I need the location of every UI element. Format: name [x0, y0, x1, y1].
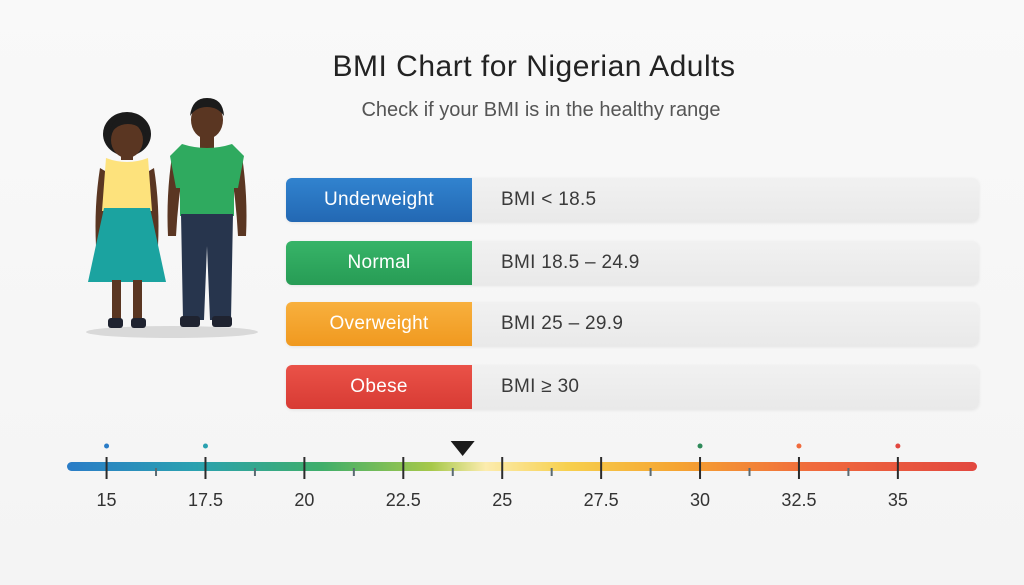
scale-tick-label: 22.5 — [385, 490, 421, 510]
category-row-obese: Obese BMI ≥ 30 — [286, 365, 979, 409]
category-row-overweight: Overweight BMI 25 – 29.9 — [286, 302, 979, 346]
category-range: BMI 18.5 – 24.9 — [501, 252, 640, 273]
scale-tick-label: 15 — [96, 490, 117, 510]
scale-tick-dot — [202, 443, 208, 449]
category-label: Overweight — [286, 302, 472, 346]
scale-tick-dot — [697, 443, 703, 449]
scale-tick-label: 17.5 — [187, 490, 223, 510]
category-range: BMI 25 – 29.9 — [501, 313, 624, 334]
scale-tick-dot — [104, 443, 110, 449]
scale-tick-label: 20 — [294, 490, 315, 510]
scale-tick-label: 32.5 — [781, 490, 817, 510]
woman-figure-icon — [88, 112, 166, 328]
category-row-normal: Normal BMI 18.5 – 24.9 — [286, 241, 979, 285]
bmi-scale — [67, 441, 977, 479]
category-range: BMI ≥ 30 — [501, 376, 580, 397]
category-range: BMI < 18.5 — [501, 189, 597, 210]
category-label: Normal — [286, 241, 472, 285]
ground-shadow — [86, 326, 258, 338]
category-label: Underweight — [286, 178, 472, 222]
scale-tick-dot — [895, 443, 901, 449]
category-row-underweight: Underweight BMI < 18.5 — [286, 178, 979, 222]
scale-tick-label: 25 — [492, 490, 513, 510]
page-subtitle: Check if your BMI is in the healthy rang… — [361, 99, 721, 121]
scale-tick-label: 30 — [690, 490, 711, 510]
current-bmi-marker — [450, 441, 475, 456]
page-title: BMI Chart for Nigerian Adults — [332, 50, 736, 83]
scale-bar — [67, 462, 977, 471]
scale-tick-label: 35 — [887, 490, 908, 510]
category-label: Obese — [286, 365, 472, 409]
scale-tick-label: 27.5 — [583, 490, 619, 510]
people-illustration — [86, 98, 258, 338]
scale-tick-dot — [796, 443, 802, 449]
man-figure-icon — [167, 98, 247, 327]
